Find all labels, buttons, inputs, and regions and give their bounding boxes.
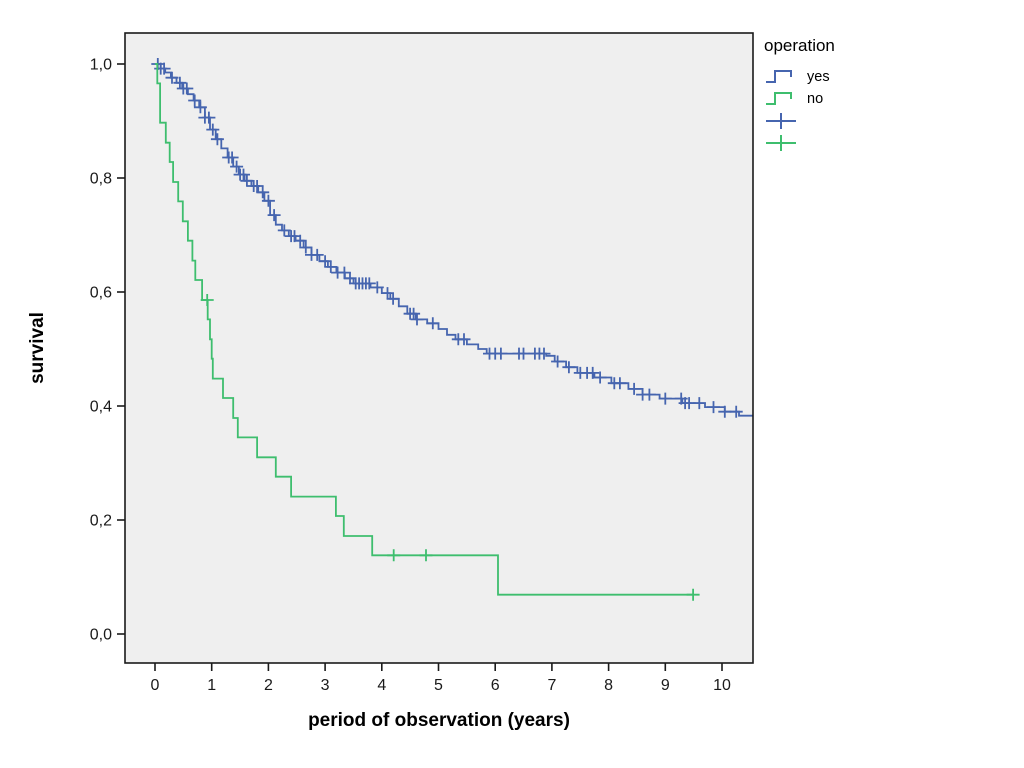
svg-text:6: 6 [491, 677, 500, 694]
svg-text:8: 8 [604, 677, 613, 694]
svg-text:7: 7 [547, 677, 556, 694]
legend-label-no: no [807, 91, 824, 107]
x-axis-ticks: 0 1 2 3 4 5 6 7 8 9 10 [151, 663, 731, 694]
censor-plus-symbol-yes [766, 113, 796, 129]
svg-text:0: 0 [151, 677, 160, 694]
censor-plus-symbol-no [766, 135, 796, 151]
survival-curve-yes [155, 63, 754, 417]
censor-marks-yes [151, 58, 743, 418]
svg-text:0,8: 0,8 [90, 171, 112, 188]
step-line-symbol-no [766, 92, 792, 105]
legend-title: operation [764, 36, 835, 55]
svg-text:4: 4 [377, 677, 386, 694]
svg-text:10: 10 [713, 677, 731, 694]
svg-text:5: 5 [434, 677, 443, 694]
plot-area [125, 33, 753, 663]
svg-text:9: 9 [661, 677, 670, 694]
x-axis-title: period of observation (years) [308, 710, 570, 731]
legend-item-yes-censored [764, 110, 1014, 132]
svg-text:1: 1 [207, 677, 216, 694]
y-axis-title: survival [27, 312, 48, 384]
censor-marks-no [200, 294, 700, 601]
svg-text:1,0: 1,0 [90, 57, 112, 74]
svg-text:0,0: 0,0 [90, 627, 112, 644]
legend-item-no-censored [764, 132, 1014, 154]
y-axis-ticks: 0,0 0,2 0,4 0,6 0,8 1,0 [90, 57, 125, 644]
svg-text:0,2: 0,2 [90, 513, 112, 530]
svg-text:0,6: 0,6 [90, 285, 112, 302]
legend: operation yes no [764, 36, 1014, 154]
svg-text:0,4: 0,4 [90, 399, 112, 416]
svg-text:3: 3 [321, 677, 330, 694]
legend-label-yes: yes [807, 69, 830, 85]
step-line-symbol-yes [766, 70, 792, 83]
svg-text:2: 2 [264, 677, 273, 694]
legend-item-no: no [764, 88, 1014, 110]
survival-curve-no [155, 63, 694, 596]
legend-item-yes: yes [764, 66, 1014, 88]
